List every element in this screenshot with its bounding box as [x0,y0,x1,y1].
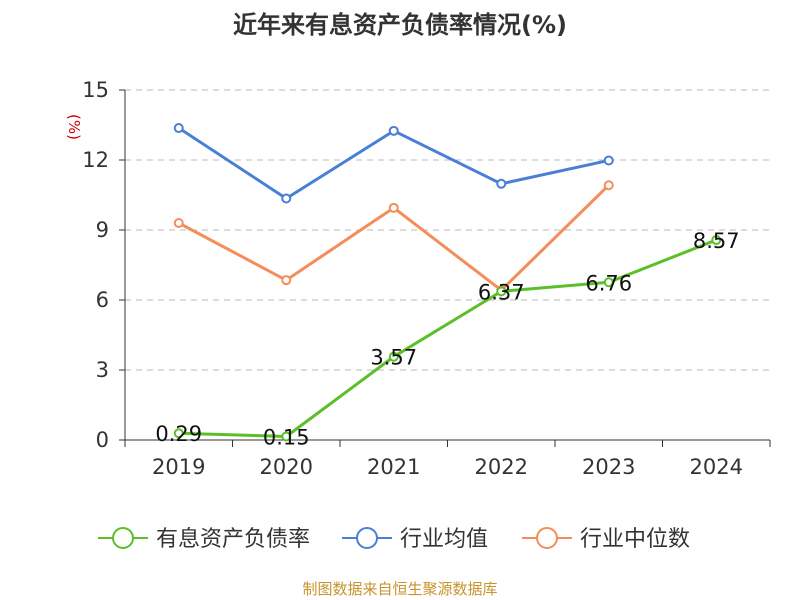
axes: 0 3 6 9 12 15 2019 2020 2021 2022 2023 2024 [82,78,771,479]
chart-title: 近年来有息资产负债率情况(%) [233,11,567,39]
y-tick-label-9: 9 [96,218,109,242]
series-1-point-2021 [388,351,399,362]
series-line-3 [178,184,610,292]
data-label-2020: 0.15 [263,426,310,450]
data-label-2022: 6.37 [478,280,525,304]
series-1-point-2023 [603,277,614,288]
series-1-point-2020 [281,431,292,442]
source-note: 制图数据来自恒生聚源数据库 [302,580,497,598]
data-label-2021: 3.57 [370,346,417,370]
series-2-point-2019 [173,123,184,134]
data-label-2024: 8.57 [693,229,740,253]
series-1-point-2022 [496,286,507,297]
series-2-point-2021 [388,125,399,136]
series-layer [173,123,722,442]
y-tick-label-15: 15 [82,78,109,102]
series-3-point-2019 [173,218,184,228]
series-3-point-2023 [603,180,614,191]
series-2-point-2020 [281,193,292,204]
y-tick-label-12: 12 [82,148,109,172]
y-tick-label-6: 6 [96,288,109,312]
y-axis-unit-label: (%) [65,114,83,140]
gridlines [125,89,770,371]
series-line-1 [178,238,717,438]
legend-label-3: 行业中位数 [580,527,690,552]
x-tick-label-2020: 2020 [260,455,313,479]
x-tick-label-2024: 2024 [690,455,743,479]
series-1-point-2019 [173,428,184,439]
legend-label-1: 有息资产负债率 [156,527,310,552]
series-2-point-2023 [603,155,614,166]
legend-label-2: 行业均值 [400,527,488,552]
data-label-2023: 6.76 [585,271,632,295]
series-1-point-2024 [711,235,722,246]
series-2-point-2022 [496,178,507,189]
x-tick-label-2019: 2019 [152,455,205,479]
data-label-2019: 0.29 [155,422,202,446]
y-tick-label-0: 0 [96,428,109,452]
y-tick-label-3: 3 [96,358,109,382]
series-line-2 [177,126,610,200]
x-tick-label-2023: 2023 [582,455,635,479]
legend-marker-3 [536,527,558,549]
legend: 有息资产负债率 行业均值 行业中位数 [98,527,690,552]
series-3-point-2021 [388,202,399,213]
data-labels: 0.29 0.15 3.57 6.37 6.76 8.57 [155,229,739,449]
series-3-point-2020 [281,275,292,286]
x-tick-label-2021: 2021 [367,455,420,479]
legend-marker-2 [356,527,378,549]
legend-marker-1 [112,527,134,549]
x-tick-label-2022: 2022 [475,455,528,479]
